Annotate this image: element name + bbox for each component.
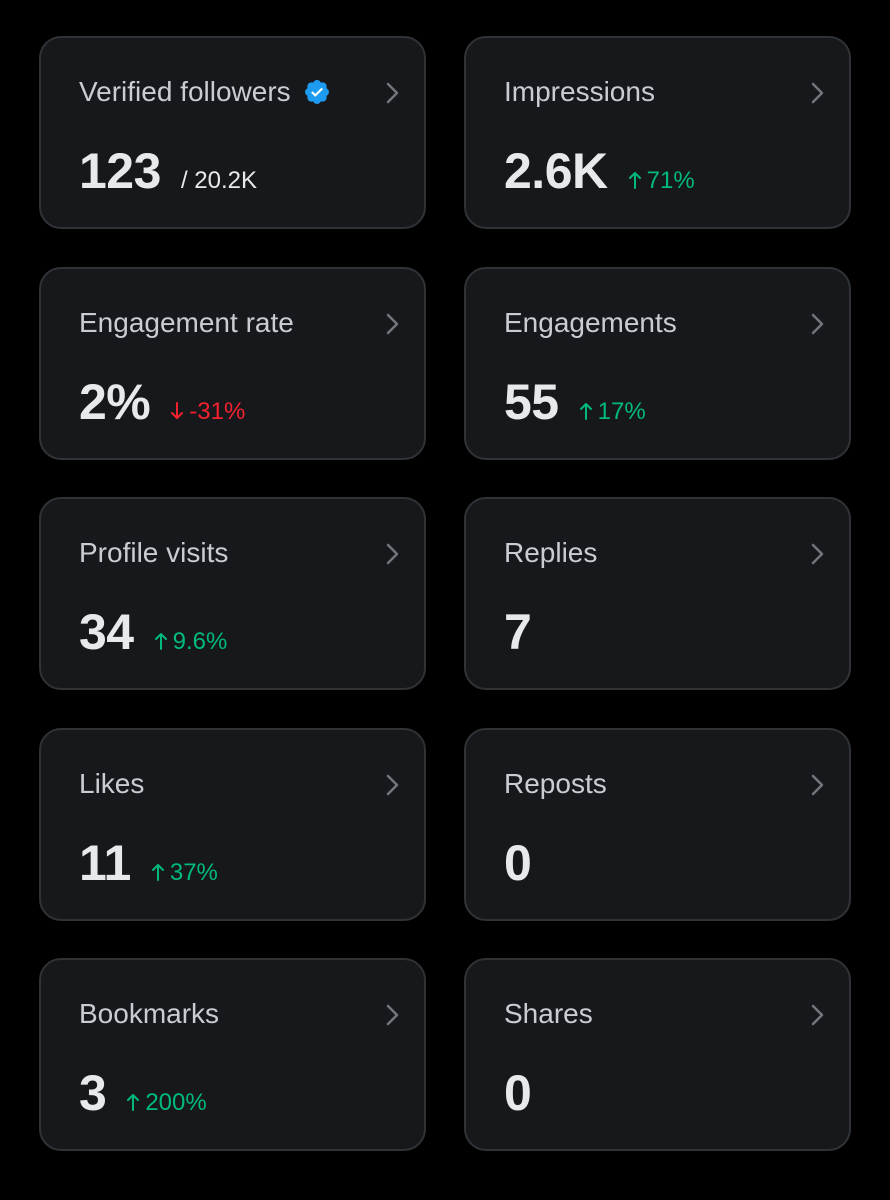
card-title: Engagement rate	[79, 307, 294, 338]
metric-row: 0	[504, 1064, 532, 1122]
metric-value: 0	[504, 835, 532, 891]
verified-badge-icon	[304, 80, 329, 104]
arrow-down-icon	[171, 402, 184, 419]
metric-row: 2.6K 71%	[504, 142, 695, 200]
chevron-right-icon	[811, 543, 824, 565]
metric-row: 11 37%	[79, 834, 218, 892]
card-title: Engagements	[504, 307, 677, 338]
metric-row: 0	[504, 834, 532, 892]
metric-delta: -31%	[170, 398, 245, 426]
metric-delta: 200%	[126, 1089, 207, 1117]
chevron-right-icon	[386, 543, 399, 565]
metric-delta: 37%	[151, 859, 218, 887]
metric-row: 55 17%	[504, 373, 646, 431]
metric-row: 123 / 20.2K	[79, 142, 257, 200]
chevron-right-icon	[811, 774, 824, 796]
card-shares[interactable]: Shares 0	[464, 958, 851, 1151]
chevron-right-icon	[386, 313, 399, 335]
card-title: Reposts	[504, 768, 607, 799]
chevron-right-icon	[811, 1004, 824, 1026]
metric-value: 0	[504, 1065, 532, 1121]
metric-row: 3 200%	[79, 1064, 207, 1122]
arrow-up-icon	[628, 172, 641, 189]
metric-value: 3	[79, 1065, 107, 1121]
metric-delta: 9.6%	[154, 628, 227, 656]
card-title: Verified followers	[79, 76, 331, 108]
card-profile-visits[interactable]: Profile visits 34 9.6%	[39, 497, 426, 690]
card-likes[interactable]: Likes 11 37%	[39, 728, 426, 921]
metric-row: 34 9.6%	[79, 603, 227, 661]
arrow-up-icon	[151, 864, 164, 881]
chevron-right-icon	[811, 82, 824, 104]
card-reposts[interactable]: Reposts 0	[464, 728, 851, 921]
arrow-up-icon	[579, 403, 592, 420]
card-bookmarks[interactable]: Bookmarks 3 200%	[39, 958, 426, 1151]
metric-value: 55	[504, 374, 559, 430]
card-title: Replies	[504, 537, 598, 568]
metric-delta: 17%	[579, 398, 646, 426]
card-replies[interactable]: Replies 7	[464, 497, 851, 690]
metric-value: 7	[504, 604, 532, 660]
arrow-up-icon	[127, 1094, 140, 1111]
metric-row: 7	[504, 603, 532, 661]
card-title: Bookmarks	[79, 998, 220, 1029]
card-engagement-rate[interactable]: Engagement rate 2% -31%	[39, 267, 426, 460]
metric-value: 11	[79, 835, 131, 891]
card-title: Impressions	[504, 76, 655, 107]
chevron-right-icon	[811, 313, 824, 335]
card-impressions[interactable]: Impressions 2.6K 71%	[464, 36, 851, 229]
card-title: Likes	[79, 768, 145, 799]
card-engagements[interactable]: Engagements 55 17%	[464, 267, 851, 460]
metric-value: 34	[79, 604, 134, 660]
metric-delta: 71%	[628, 167, 695, 195]
arrow-up-icon	[154, 633, 167, 650]
card-title: Profile visits	[79, 537, 229, 568]
card-verified-followers[interactable]: Verified followers 123 / 20.2K	[39, 36, 426, 229]
metric-value: 2.6K	[504, 143, 608, 199]
metric-total: / 20.2K	[180, 167, 257, 194]
card-title: Shares	[504, 998, 593, 1029]
chevron-right-icon	[386, 1004, 399, 1026]
chevron-right-icon	[386, 774, 399, 796]
metric-row: 2% -31%	[79, 373, 245, 431]
metric-value: 2%	[79, 374, 151, 430]
metric-value: 123	[79, 143, 161, 199]
chevron-right-icon	[386, 82, 399, 104]
